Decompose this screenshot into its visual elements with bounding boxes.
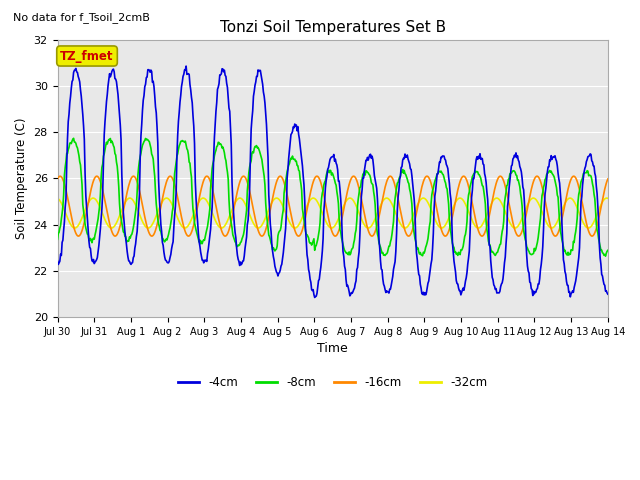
Text: No data for f_Tsoil_2cmB: No data for f_Tsoil_2cmB — [13, 12, 150, 23]
Legend: -4cm, -8cm, -16cm, -32cm: -4cm, -8cm, -16cm, -32cm — [173, 372, 492, 394]
Text: TZ_fmet: TZ_fmet — [60, 49, 114, 62]
Y-axis label: Soil Temperature (C): Soil Temperature (C) — [15, 118, 28, 239]
X-axis label: Time: Time — [317, 342, 348, 355]
Title: Tonzi Soil Temperatures Set B: Tonzi Soil Temperatures Set B — [220, 20, 445, 35]
